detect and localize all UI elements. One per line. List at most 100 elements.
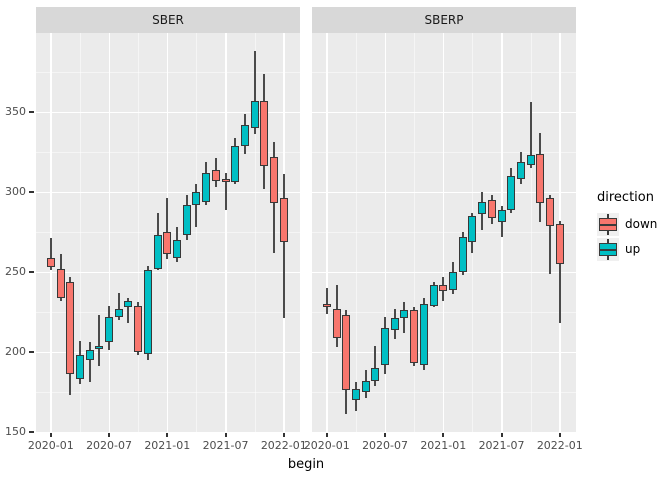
candlestick-up-icon (597, 238, 619, 261)
candle-body (56, 268, 65, 298)
candle-body (351, 388, 360, 400)
x-axis-tick-mark (500, 433, 503, 437)
candle-body (221, 179, 230, 183)
candle-body (134, 305, 143, 352)
candle-body (270, 156, 279, 204)
candle-body (202, 172, 211, 202)
y-axis-tick-mark (29, 111, 34, 113)
candle-body (192, 192, 201, 205)
x-axis-tick-label: 2020-07 (86, 439, 133, 452)
candle-body (75, 355, 84, 380)
candle-body (487, 200, 496, 218)
gridline-minor-vertical (355, 33, 357, 433)
facet-strip-label: SBERP (424, 13, 464, 27)
y-axis-tick-mark (29, 431, 34, 433)
candle-wick (224, 172, 227, 210)
candle-body (507, 176, 516, 210)
x-axis-tick-mark (442, 433, 445, 437)
candle-wick (88, 342, 91, 383)
candle-body (429, 284, 438, 306)
gridline-minor-vertical (530, 33, 532, 433)
x-axis-tick-mark (384, 433, 387, 437)
candle-body (66, 281, 75, 375)
gridline-major-vertical (225, 33, 227, 433)
candlestick-down-icon (597, 213, 619, 236)
candle-body (361, 380, 370, 392)
candle-body (410, 310, 419, 364)
gridline-minor-vertical (254, 33, 256, 433)
plot-panel-sberp (312, 33, 576, 433)
y-axis-tick-mark (29, 191, 34, 193)
legend: direction down up (590, 190, 672, 263)
candle-body (419, 304, 428, 365)
candle-body (95, 345, 104, 349)
x-axis-tick-mark (108, 433, 111, 437)
gridline-major-vertical (50, 33, 52, 433)
x-axis-tick-label: 2022-01 (536, 439, 583, 452)
legend-entry-down: down (597, 213, 672, 236)
candle-body (449, 272, 457, 290)
candle-body (231, 145, 240, 183)
candle-body (114, 308, 123, 317)
x-axis-tick-mark (282, 433, 285, 437)
x-axis-tick-mark (224, 433, 227, 437)
y-axis-tick-mark (29, 271, 34, 273)
candle-body (555, 224, 564, 264)
gridline-major-vertical (384, 33, 387, 433)
y-axis-tick-label: 350 (5, 105, 26, 118)
candle-wick (127, 297, 130, 324)
gridline-major-vertical (108, 33, 111, 433)
x-axis-tick-label: 2021-07 (478, 439, 525, 452)
candle-body (458, 236, 467, 272)
x-axis-tick-label: 2020-07 (362, 439, 409, 452)
gridline-minor-vertical (196, 33, 198, 433)
x-axis-tick-label: 2022-01 (260, 439, 307, 452)
candle-wick (166, 198, 169, 260)
candle-body (173, 240, 181, 258)
candle-body (279, 198, 288, 242)
candle-body (46, 257, 55, 268)
y-axis-tick-label: 300 (5, 185, 26, 198)
candle-body (468, 216, 477, 242)
gridline-major-vertical (442, 33, 445, 433)
x-axis-tick-label: 2020-01 (27, 439, 74, 452)
candle-body (478, 201, 487, 215)
facet-strip-label: SBER (152, 13, 184, 27)
plot-panel-sber (36, 33, 300, 433)
candle-body (143, 270, 152, 354)
x-axis-tick-label: 2021-01 (420, 439, 467, 452)
facet-strip-sberp: SBERP (312, 7, 576, 33)
candle-wick (282, 174, 285, 319)
candle-body (85, 350, 94, 360)
x-axis-tick-label: 2020-01 (303, 439, 350, 452)
candle-body (240, 124, 249, 146)
candle-wick (325, 288, 328, 314)
candle-wick (549, 195, 552, 274)
candle-body (250, 100, 259, 128)
candle-wick (558, 220, 561, 324)
candle-wick (49, 238, 52, 271)
candle-wick (98, 315, 101, 367)
candle-body (526, 155, 535, 165)
candle-body (516, 161, 525, 180)
gridline-minor-vertical (138, 33, 140, 433)
facet-strip-sber: SBER (36, 7, 300, 33)
y-axis-tick-mark (29, 351, 34, 353)
candle-body (182, 204, 191, 236)
candle-body (153, 235, 162, 269)
candle-body (497, 209, 506, 223)
x-axis-title: begin (287, 457, 325, 472)
legend-label: up (625, 242, 641, 256)
y-axis-tick-label: 150 (5, 425, 26, 438)
candle-body (371, 368, 380, 381)
candle-body (124, 300, 133, 308)
gridline-major-vertical (326, 33, 328, 433)
candle-body (322, 304, 331, 308)
legend-label: down (625, 217, 658, 231)
candle-body (332, 308, 341, 338)
candle-wick (117, 292, 120, 320)
x-axis-tick-mark (166, 433, 169, 437)
candle-body (260, 100, 269, 167)
candle-body (381, 328, 390, 365)
